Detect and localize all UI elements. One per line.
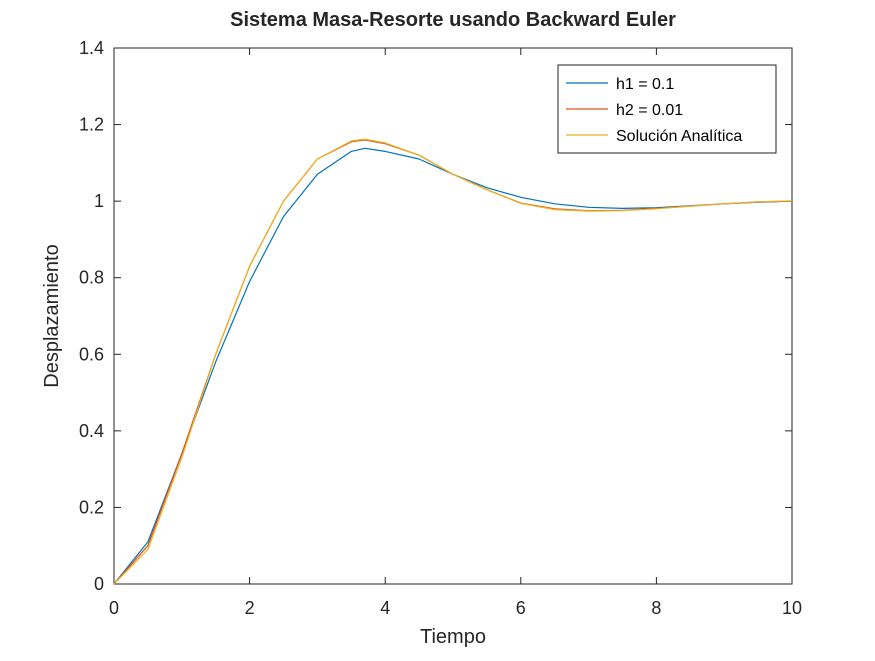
x-tick-label: 8 <box>651 598 661 618</box>
series-line-3 <box>113 138 793 585</box>
x-axis-label: Tiempo <box>420 626 486 648</box>
legend-label-2: h2 = 0.01 <box>616 102 683 119</box>
y-tick-label: 0.4 <box>79 421 104 441</box>
x-tick-label: 0 <box>109 598 119 618</box>
x-tick-label: 6 <box>516 598 526 618</box>
legend-box <box>557 64 777 154</box>
y-tick-label: 1 <box>94 191 104 211</box>
y-tick-label: 0.8 <box>79 268 104 288</box>
chart-title: Sistema Masa-Resorte usando Backward Eul… <box>230 9 676 31</box>
y-tick-label: 0 <box>94 574 104 594</box>
x-tick-label: 2 <box>245 598 255 618</box>
y-tick-label: 1.2 <box>79 115 104 135</box>
plot-area: 0 2 4 6 8 10 0 0.2 0.4 0.6 0.8 1 1.2 1.4 h1 = 0.1 h2 = … <box>79 38 802 618</box>
legend-label-1: h1 = 0.1 <box>616 76 674 93</box>
y-tick-label: 0.6 <box>79 344 104 364</box>
x-tick-label: 10 <box>782 598 802 618</box>
legend: h1 = 0.1 h2 = 0.01 Solución Analítica <box>557 64 777 154</box>
x-tick-label: 4 <box>380 598 390 618</box>
y-tick-label: 1.4 <box>79 38 104 58</box>
y-tick-label: 0.2 <box>79 497 104 517</box>
legend-label-3: Solución Analítica <box>616 128 742 145</box>
y-axis-label: Desplazamiento <box>41 244 63 387</box>
